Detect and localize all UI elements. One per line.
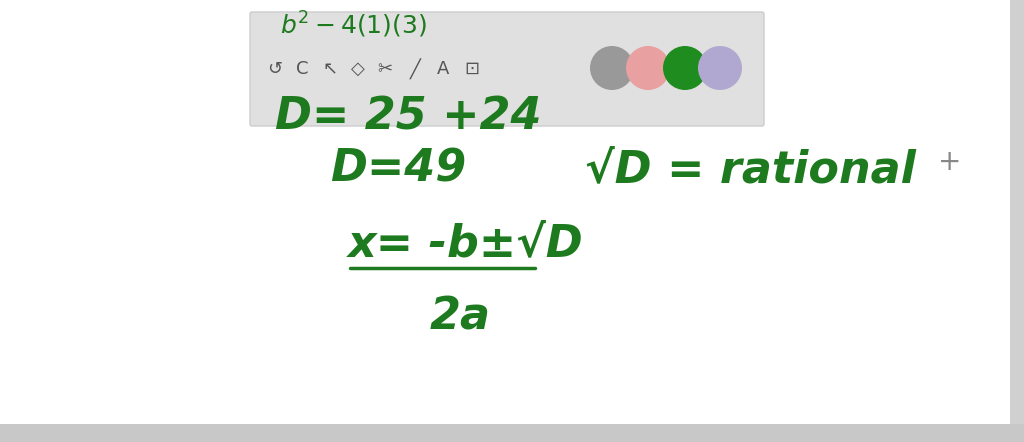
Text: ✂: ✂ — [378, 60, 392, 78]
Circle shape — [663, 46, 707, 90]
Bar — [1010, 0, 1024, 424]
Text: ↺: ↺ — [267, 60, 283, 78]
Text: A: A — [437, 60, 450, 78]
Circle shape — [590, 46, 634, 90]
Text: +: + — [938, 148, 962, 176]
Circle shape — [626, 46, 670, 90]
Text: ╱: ╱ — [410, 58, 421, 80]
Text: x= -b±√D: x= -b±√D — [348, 222, 584, 265]
Text: D= 25 +24: D= 25 +24 — [275, 95, 542, 138]
Text: √D = rational: √D = rational — [585, 148, 915, 191]
Text: $b^2 - 4(1)(3)$: $b^2 - 4(1)(3)$ — [280, 10, 427, 40]
Text: ⊡: ⊡ — [465, 60, 479, 78]
Text: ↖: ↖ — [323, 60, 338, 78]
Text: D=49: D=49 — [330, 148, 466, 191]
FancyBboxPatch shape — [250, 12, 764, 126]
Text: ◇: ◇ — [351, 60, 365, 78]
Text: C: C — [296, 60, 308, 78]
Circle shape — [698, 46, 742, 90]
Bar — [0, 424, 1024, 442]
Text: 2a: 2a — [430, 295, 490, 338]
